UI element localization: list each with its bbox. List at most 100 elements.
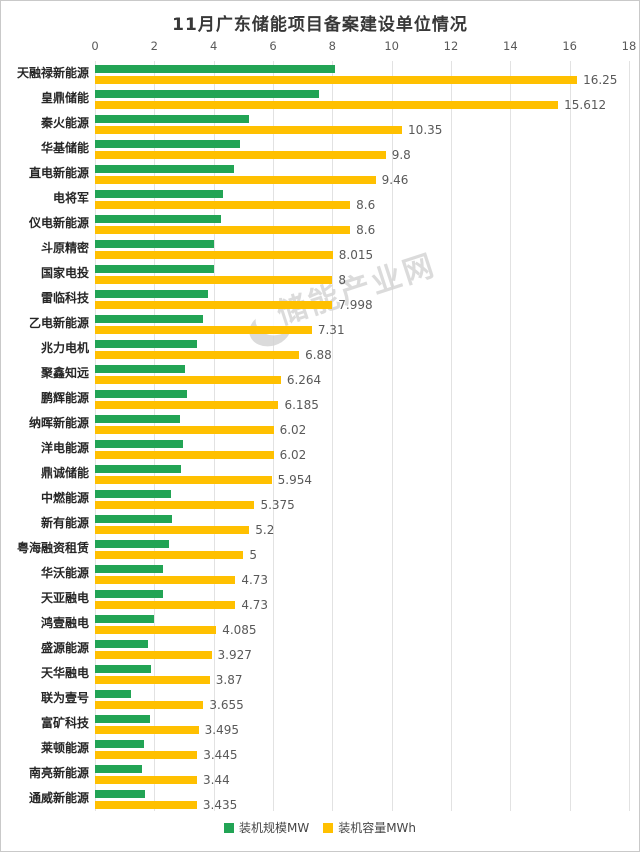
installed-scale-mw-bar	[95, 165, 235, 173]
installed-scale-mw-bar	[95, 715, 150, 723]
value-label: 9.8	[391, 148, 411, 162]
gridline	[332, 61, 334, 811]
value-label: 4.73	[241, 598, 269, 612]
bar-row: 秦火能源 10.35	[1, 111, 639, 137]
installed-capacity-mwh-bar	[95, 126, 403, 134]
value-label: 4.73	[241, 573, 269, 587]
installed-capacity-mwh-bar	[95, 701, 204, 709]
chart-title: 11月广东储能项目备案建设单位情况	[172, 15, 468, 35]
installed-capacity-mwh-bar	[95, 626, 217, 634]
value-label: 7.31	[317, 323, 345, 337]
bar-row: 南亮新能源 3.44	[1, 761, 639, 787]
installed-scale-mw-bar	[95, 590, 164, 598]
category-label: 南亮新能源	[28, 766, 89, 780]
legend-label-mwh: 装机容量MWh	[338, 821, 417, 835]
installed-capacity-mwh-bar	[95, 451, 274, 459]
value-label: 5.2	[255, 523, 275, 537]
category-label: 皇鼎储能	[40, 91, 89, 105]
value-label: 6.185	[284, 398, 319, 412]
bar-row: 中燃能源 5.375	[1, 486, 639, 512]
category-label: 鸿壹融电	[40, 616, 89, 630]
installed-scale-mw-bar	[95, 115, 250, 123]
installed-capacity-mwh-bar	[95, 201, 351, 209]
category-label: 国家电投	[40, 266, 89, 280]
category-label: 鼎诚储能	[40, 466, 89, 480]
category-label: 通威新能源	[28, 791, 89, 805]
category-label: 电将军	[52, 191, 89, 205]
category-label: 天华融电	[40, 666, 89, 680]
installed-capacity-mwh-bar	[95, 801, 197, 809]
installed-scale-mw-bar	[95, 65, 336, 73]
value-label: 15.612	[564, 98, 607, 112]
bar-row: 洋电能源 6.02	[1, 436, 639, 462]
bar-row: 华沃能源 4.73	[1, 561, 639, 587]
bar-row: 天华融电 3.87	[1, 661, 639, 687]
value-label: 3.44	[203, 773, 230, 787]
value-label: 3.435	[202, 798, 238, 812]
x-axis-tick: 8	[328, 39, 336, 53]
value-label: 5.375	[260, 498, 295, 512]
bar-row: 通威新能源 3.435	[1, 786, 639, 812]
bar-row: 仪电新能源 8.6	[1, 211, 639, 237]
installed-capacity-mwh-bar	[95, 151, 386, 159]
bar-row: 电将军 8.6	[1, 186, 639, 212]
installed-scale-mw-bar	[95, 315, 204, 323]
bar-row: 直电新能源 9.46	[1, 161, 639, 187]
bar-row: 鹏辉能源 6.185	[1, 386, 639, 412]
legend-label-mw: 装机规模MW	[238, 821, 310, 835]
value-label: 6.02	[279, 423, 307, 437]
installed-scale-mw-bar	[95, 740, 144, 748]
x-axis-tick: 4	[209, 39, 218, 53]
bar-row: 兆力电机 6.88	[1, 336, 639, 362]
installed-capacity-mwh-bar	[95, 576, 236, 584]
installed-scale-mw-bar	[95, 140, 241, 148]
x-axis-tick: 18	[621, 39, 637, 53]
x-axis: 0 2 4 6 8 10 12 14 16 18	[1, 39, 639, 55]
bar-row: 富矿科技 3.495	[1, 711, 639, 737]
category-label: 鹏辉能源	[40, 391, 89, 405]
category-label: 盛源能源	[40, 641, 89, 655]
category-label: 华基储能	[40, 141, 89, 155]
value-label: 4.085	[222, 623, 257, 637]
installed-scale-mw-bar	[95, 765, 143, 773]
plot-area: 储能产业网 天融禄新能源 16.25 皇鼎储能 15.612 秦火能源 10.35 华基储能…	[1, 61, 639, 812]
category-label: 天融禄新能源	[16, 66, 89, 80]
installed-capacity-mwh-bar	[95, 676, 210, 684]
x-axis-tick: 2	[150, 39, 158, 53]
value-label: 5	[249, 548, 257, 562]
x-axis-tick: 14	[503, 39, 518, 53]
installed-scale-mw-bar	[95, 790, 146, 798]
bar-row: 联为壹号 3.655	[1, 686, 639, 712]
bar-row: 盛源能源 3.927	[1, 636, 639, 662]
gridline	[510, 61, 512, 811]
installed-scale-mw-bar	[95, 565, 164, 573]
category-label: 雷临科技	[40, 291, 89, 305]
category-label: 联为壹号	[40, 691, 89, 705]
installed-capacity-mwh-bar	[95, 276, 333, 284]
x-axis-tick: 6	[269, 39, 277, 53]
installed-scale-mw-bar	[95, 190, 223, 198]
category-label: 兆力电机	[40, 341, 89, 355]
value-label: 7.998	[338, 298, 373, 312]
installed-capacity-mwh-bar	[95, 501, 255, 509]
bar-row: 皇鼎储能 15.612	[1, 86, 639, 112]
legend-item-mw: 装机规模MW	[223, 819, 310, 836]
installed-capacity-mwh-bar	[95, 426, 274, 434]
bar-row: 粤海融资租赁 5	[1, 536, 639, 562]
bar-row: 乙电新能源 7.31	[1, 311, 639, 337]
value-label: 10.35	[408, 123, 443, 137]
installed-capacity-mwh-bar	[95, 776, 198, 784]
x-axis-tick: 16	[562, 39, 577, 53]
value-label: 3.445	[203, 748, 238, 762]
installed-capacity-mwh-bar	[95, 251, 333, 259]
x-axis-tick: 0	[91, 39, 99, 53]
value-label: 5.954	[277, 473, 312, 487]
category-label: 莱顿能源	[40, 741, 89, 755]
installed-capacity-mwh-bar	[95, 76, 578, 84]
value-label: 8	[338, 273, 346, 287]
legend: 装机规模MW 装机容量MWh	[1, 819, 639, 836]
installed-scale-mw-bar	[95, 490, 171, 498]
installed-capacity-mwh-bar	[95, 101, 559, 109]
value-label: 3.655	[209, 698, 244, 712]
